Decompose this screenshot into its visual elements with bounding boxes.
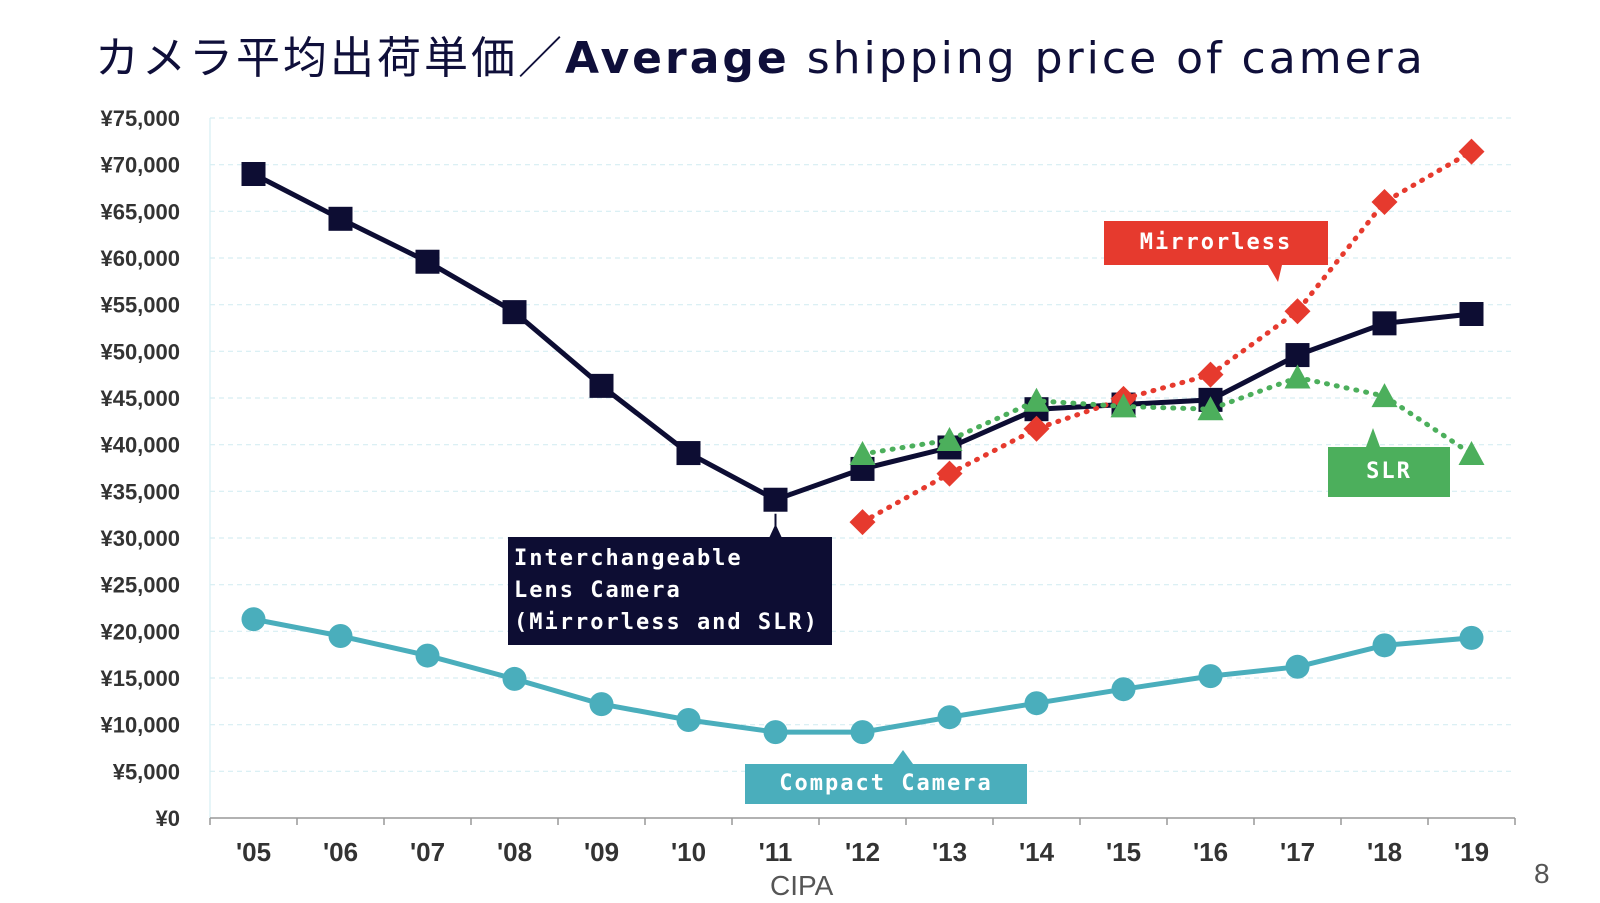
marker-ilc — [241, 162, 266, 186]
marker-ilc — [763, 487, 788, 512]
marker-compact — [1372, 633, 1397, 658]
marker-compact — [763, 720, 788, 745]
marker-ilc — [502, 300, 527, 325]
marker-slr — [1284, 364, 1311, 389]
marker-compact — [1285, 654, 1310, 679]
marker-ilc — [1285, 343, 1310, 368]
series-line-compact — [251, 616, 1474, 735]
callout-ilc-line1: Interchangeable — [514, 546, 743, 571]
y-tick-label: ¥50,000 — [100, 339, 180, 364]
chart-title: カメラ平均出荷単価／Average shipping price of came… — [95, 22, 1426, 84]
callout-pointers — [769, 265, 1380, 764]
x-tick-label: '18 — [1367, 837, 1402, 867]
y-tick-label: ¥20,000 — [100, 619, 180, 644]
marker-compact — [241, 607, 266, 632]
x-tick-label: '08 — [497, 837, 532, 867]
marker-slr — [1023, 387, 1050, 412]
y-tick-label: ¥5,000 — [113, 759, 180, 784]
y-tick-label: ¥10,000 — [100, 713, 180, 738]
marker-compact — [1459, 625, 1484, 650]
marker-mirrorless — [1197, 361, 1224, 388]
callout-mirrorless: Mirrorless — [1104, 221, 1328, 265]
x-tick-label: '14 — [1019, 837, 1055, 867]
x-tick-label: '10 — [671, 837, 706, 867]
x-tick-label: '19 — [1454, 837, 1489, 867]
pointer-compact — [893, 750, 913, 764]
marker-ilc — [328, 206, 353, 231]
marker-compact — [1024, 691, 1049, 716]
marker-slr — [936, 427, 963, 451]
y-tick-label: ¥60,000 — [100, 246, 180, 271]
y-tick-label: ¥35,000 — [100, 479, 180, 504]
y-tick-label: ¥70,000 — [100, 153, 180, 178]
marker-slr — [1197, 396, 1224, 421]
marker-slr — [849, 441, 876, 465]
marker-compact — [676, 708, 701, 732]
marker-slr — [1110, 393, 1137, 418]
y-tick-label: ¥40,000 — [100, 433, 180, 458]
marker-compact — [415, 643, 440, 668]
x-tick-label: '05 — [236, 837, 271, 867]
y-tick-label: ¥75,000 — [100, 106, 180, 131]
x-tick-label: '13 — [932, 837, 967, 867]
marker-compact — [937, 705, 962, 730]
source-label: CIPA — [770, 870, 834, 901]
y-tick-label: ¥45,000 — [100, 386, 180, 411]
y-tick-label: ¥25,000 — [100, 573, 180, 598]
marker-ilc — [589, 373, 614, 398]
marker-mirrorless — [1458, 138, 1485, 165]
x-tick-label: '12 — [845, 837, 880, 867]
marker-mirrorless — [936, 460, 963, 487]
y-tick-label: ¥0 — [156, 806, 180, 831]
title-en-bold: Average — [565, 33, 790, 84]
series-lines — [241, 138, 1485, 745]
axes: ¥0 ¥5,000 ¥10,000 ¥15,000 ¥20,000 ¥25,000 ¥30,… — [100, 106, 1516, 867]
marker-ilc — [1372, 311, 1397, 336]
marker-mirrorless — [849, 509, 876, 536]
pointer-ilc-head — [769, 524, 782, 537]
title-en-rest: shipping price of camera — [789, 33, 1426, 84]
title-jp: カメラ平均出荷単価／ — [95, 33, 565, 84]
marker-compact — [502, 666, 527, 691]
marker-ilc — [415, 249, 440, 274]
page-number: 8 — [1534, 858, 1550, 889]
pointer-slr — [1366, 428, 1380, 447]
marker-mirrorless — [1371, 189, 1398, 215]
marker-ilc — [1459, 302, 1484, 326]
callout-ilc-line3: (Mirrorless and SLR) — [514, 610, 819, 635]
pointer-mirrorless — [1268, 265, 1282, 282]
marker-compact — [1111, 677, 1136, 702]
x-tick-label: '15 — [1106, 837, 1141, 867]
marker-compact — [1198, 664, 1223, 689]
callout-slr: SLR — [1328, 447, 1450, 497]
x-tick-label: '07 — [410, 837, 445, 867]
marker-mirrorless — [1023, 415, 1050, 442]
marker-compact — [328, 624, 353, 648]
x-tick-label: '17 — [1280, 837, 1315, 867]
callout-ilc-line2: Lens Camera — [514, 578, 682, 603]
y-tick-label: ¥30,000 — [100, 526, 180, 551]
marker-compact — [850, 720, 875, 745]
x-tick-label: '16 — [1193, 837, 1228, 867]
marker-slr — [1458, 441, 1485, 465]
callout-compact-camera: Compact Camera — [745, 764, 1027, 804]
marker-ilc — [676, 441, 701, 466]
x-tick-label: '11 — [759, 837, 793, 867]
marker-mirrorless — [1284, 298, 1311, 325]
y-tick-label: ¥15,000 — [100, 666, 180, 691]
marker-slr — [1371, 383, 1398, 408]
x-tick-label: '09 — [584, 837, 619, 867]
callout-interchangeable-lens: Interchangeable Lens Camera (Mirrorless … — [508, 537, 832, 645]
y-tick-label: ¥65,000 — [100, 199, 180, 224]
x-tick-label: '06 — [323, 837, 358, 867]
marker-compact — [589, 692, 614, 717]
y-tick-label: ¥55,000 — [100, 293, 180, 318]
